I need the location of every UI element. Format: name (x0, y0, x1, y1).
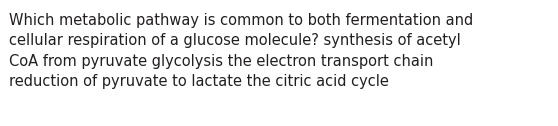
Text: Which metabolic pathway is common to both fermentation and
cellular respiration : Which metabolic pathway is common to bot… (9, 13, 473, 89)
